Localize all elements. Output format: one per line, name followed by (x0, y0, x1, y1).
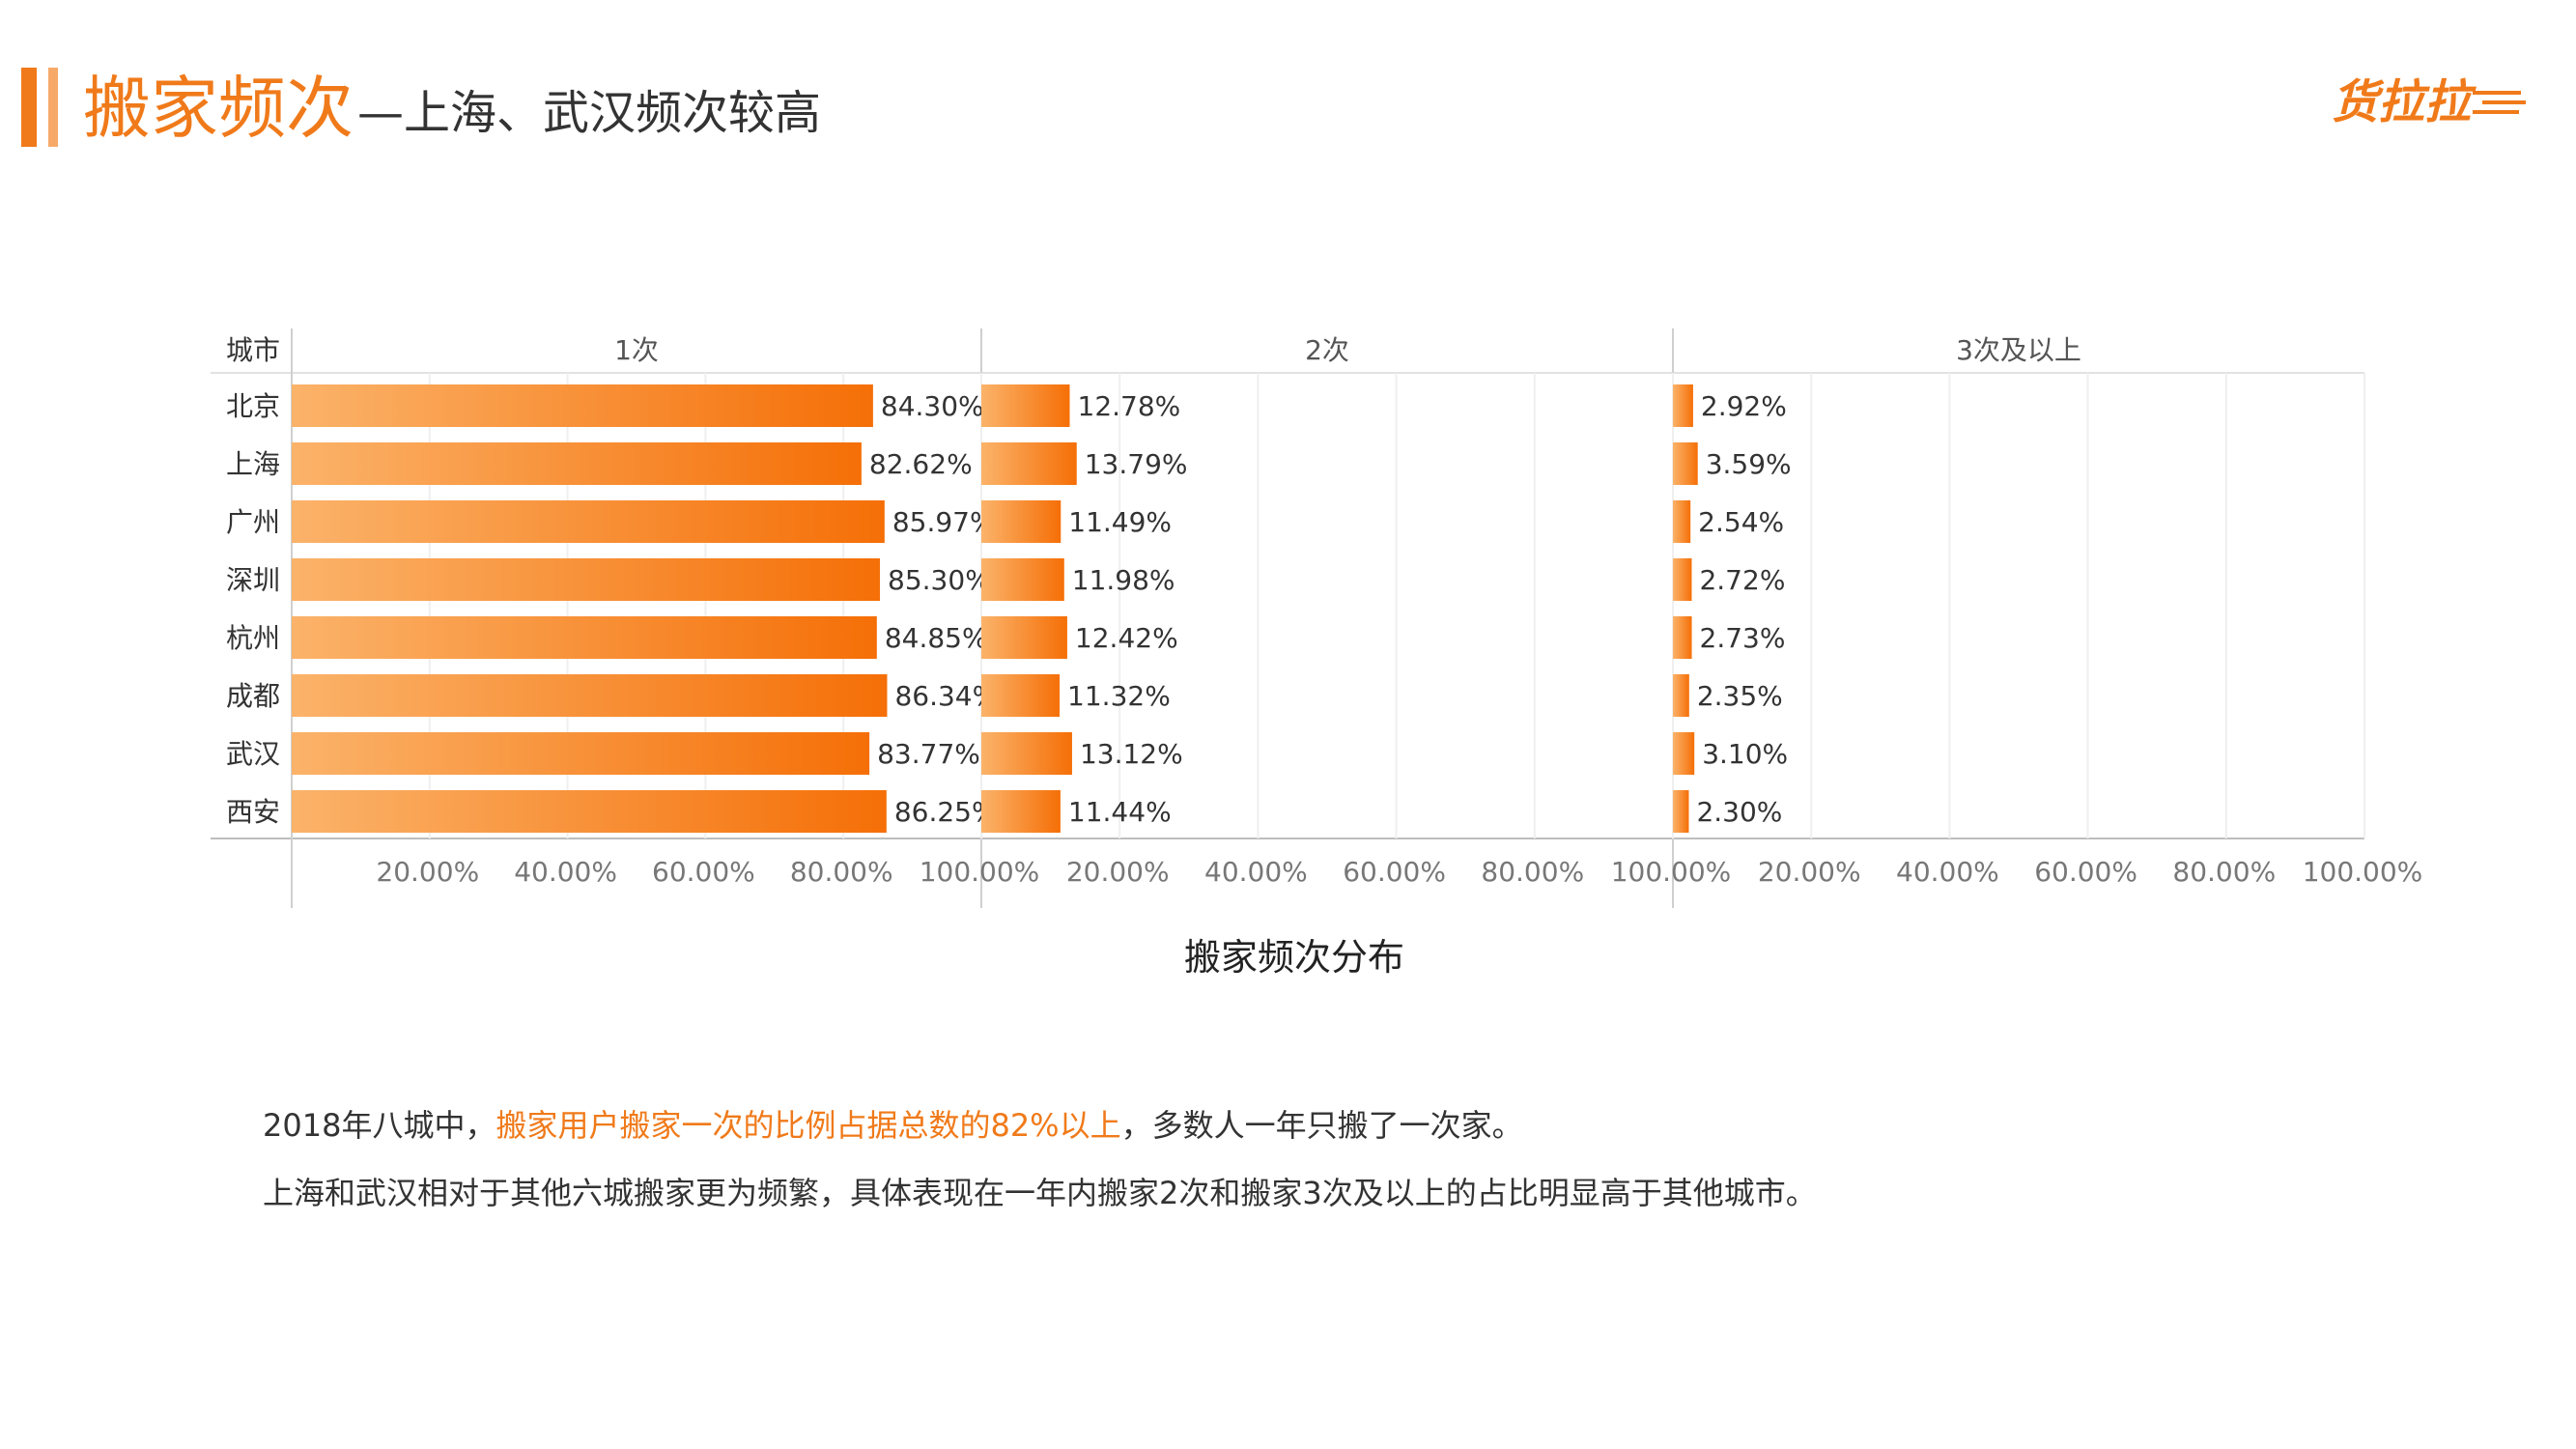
category-label: 北京 (226, 390, 280, 422)
bar (1673, 442, 1698, 485)
bar (981, 558, 1064, 601)
bar-value-label: 2.73% (1700, 622, 1786, 654)
description-line-1-suffix: ，多数人一年只搬了一次家。 (1120, 1107, 1523, 1144)
bar (292, 616, 877, 659)
bar-value-label: 12.78% (1078, 390, 1181, 422)
title-subtitle: —上海、武汉频次较高 (357, 86, 822, 140)
category-label: 杭州 (226, 622, 280, 654)
frequency-chart: 城市 1次 20.00% 40.00% 60.00% 80.00% 100.00% 84.30… (211, 328, 2423, 908)
x-tick-label: 60.00% (1343, 856, 1446, 888)
bar-value-label: 84.30% (881, 390, 984, 422)
bar (981, 384, 1070, 427)
x-tick-label: 100.00% (2303, 856, 2423, 888)
bar-value-label: 13.79% (1085, 448, 1188, 480)
bar-value-label: 3.59% (1706, 448, 1792, 480)
bar (292, 442, 862, 485)
x-tick-label: 20.00% (1066, 856, 1170, 888)
bar-value-label: 3.10% (1702, 738, 1788, 770)
bar-value-label: 2.54% (1698, 506, 1784, 538)
brand-logo: 货拉拉 (2332, 75, 2526, 129)
category-label: 上海 (226, 448, 280, 480)
logo-text: 货拉拉 (2332, 75, 2477, 129)
row-header-label: 城市 (226, 334, 280, 366)
description-highlight: 搬家用户搬家一次的比例占据总数的82%以上 (495, 1107, 1121, 1144)
bar (292, 558, 881, 601)
bar (981, 674, 1061, 717)
bar (292, 732, 870, 775)
description-line-1-prefix: 2018年八城中， (263, 1107, 496, 1144)
bar-value-label: 11.32% (1067, 680, 1171, 712)
bar (981, 732, 1072, 775)
category-label: 深圳 (226, 564, 280, 596)
bar (1673, 674, 1689, 717)
bar (292, 500, 885, 543)
panel-header-label: 2次 (1305, 334, 1349, 366)
bar-value-label: 11.44% (1068, 796, 1172, 828)
bar-value-label: 83.77% (877, 738, 980, 770)
x-tick-label: 60.00% (2034, 856, 2137, 888)
bar-value-label: 13.12% (1080, 738, 1183, 770)
panel-header-label: 1次 (614, 334, 659, 366)
bar (981, 616, 1067, 659)
x-tick-label: 80.00% (1481, 856, 1584, 888)
x-tick-label: 60.00% (652, 856, 755, 888)
x-tick-label: 100.00% (1611, 856, 1732, 888)
x-tick-label: 20.00% (376, 856, 479, 888)
bar (1673, 732, 1695, 775)
bar (1673, 558, 1692, 601)
x-tick-label: 40.00% (1896, 856, 1999, 888)
bar (981, 442, 1077, 485)
x-tick-label: 20.00% (1758, 856, 1861, 888)
bar-value-label: 12.42% (1075, 622, 1178, 654)
bar-value-label: 11.49% (1068, 506, 1172, 538)
bar (981, 500, 1062, 543)
chart-title: 搬家频次分布 (1183, 936, 1404, 979)
bar (1673, 790, 1689, 833)
x-tick-label: 40.00% (1204, 856, 1308, 888)
title-accent-bar (21, 68, 79, 147)
x-tick-label: 100.00% (920, 856, 1040, 888)
bar (1673, 384, 1693, 427)
bar-value-label: 82.62% (869, 448, 973, 480)
title-main: 搬家频次 (83, 69, 354, 148)
bar (292, 790, 887, 833)
description-line-1: 2018年八城中，搬家用户搬家一次的比例占据总数的82%以上，多数人一年只搬了一… (263, 1101, 1523, 1146)
category-label: 西安 (226, 796, 280, 828)
x-tick-label: 80.00% (2172, 856, 2276, 888)
category-label: 广州 (226, 506, 280, 538)
panel-header-label: 3次及以上 (1956, 334, 2081, 366)
bar (292, 674, 888, 717)
bar-value-label: 86.34% (894, 680, 998, 712)
description-line-2: 上海和武汉相对于其他六城搬家更为频繁，具体表现在一年内搬家2次和搬家3次及以上的… (263, 1175, 1817, 1211)
bar-value-label: 2.92% (1701, 390, 1787, 422)
bar-value-label: 2.30% (1696, 796, 1782, 828)
bar-value-label: 2.35% (1697, 680, 1783, 712)
page-title: 搬家频次 —上海、武汉频次较高 (83, 58, 821, 155)
x-tick-label: 40.00% (514, 856, 617, 888)
category-label: 武汉 (226, 738, 280, 770)
bar (292, 384, 873, 427)
bar (981, 790, 1061, 833)
bar (1673, 500, 1691, 543)
bar-value-label: 11.98% (1072, 564, 1175, 596)
bar (1673, 616, 1692, 659)
bar-value-label: 84.85% (885, 622, 988, 654)
bar-value-label: 86.25% (894, 796, 998, 828)
x-tick-label: 80.00% (790, 856, 893, 888)
bar-value-label: 85.30% (888, 564, 991, 596)
bar-value-label: 2.72% (1699, 564, 1785, 596)
category-label: 成都 (226, 680, 280, 712)
bar-value-label: 85.97% (892, 506, 996, 538)
